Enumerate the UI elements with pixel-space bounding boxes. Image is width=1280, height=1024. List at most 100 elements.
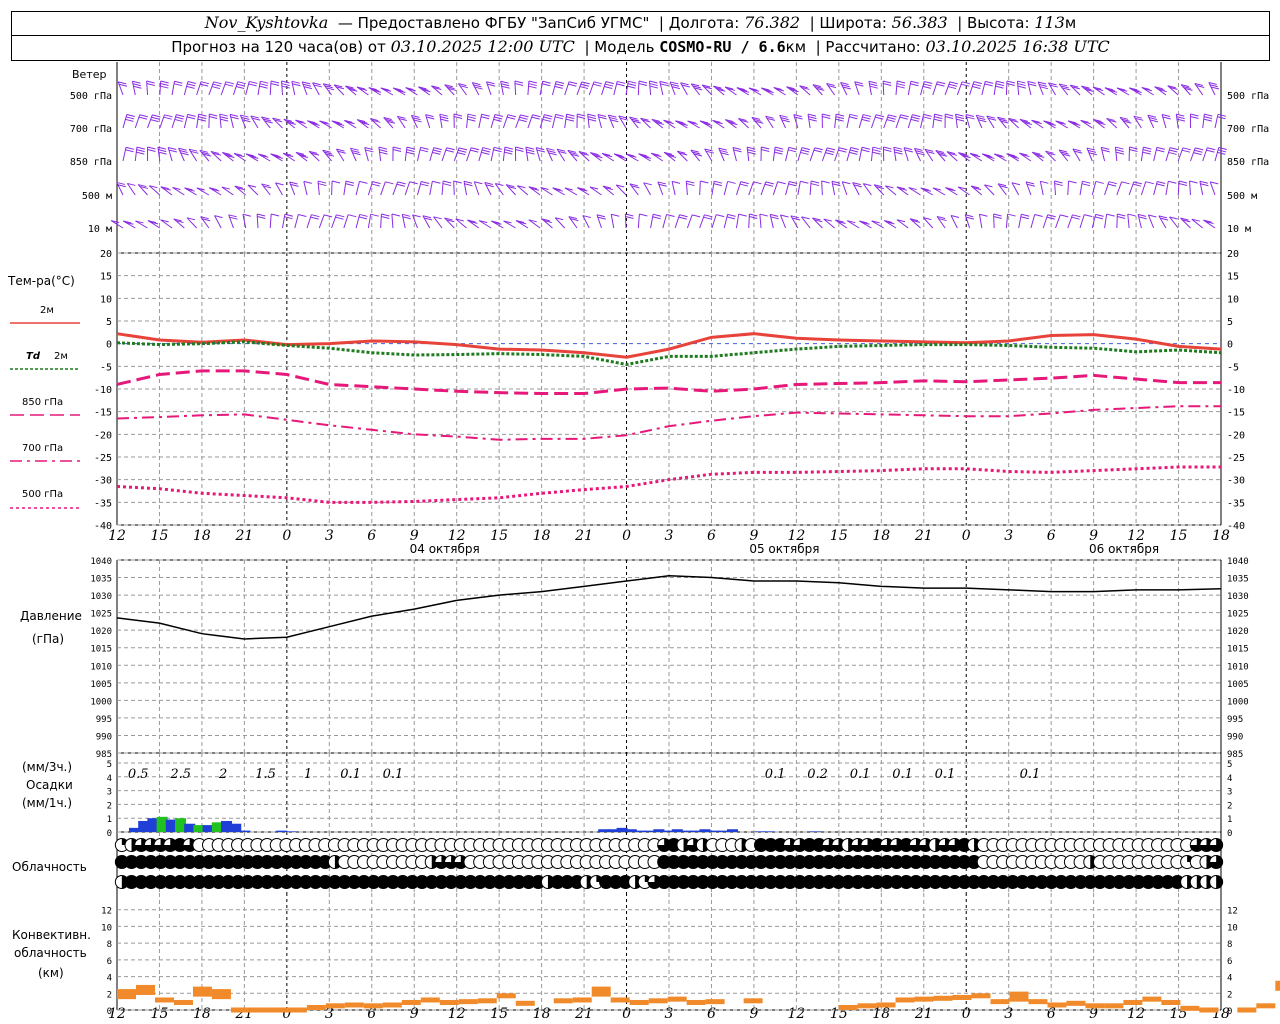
conv-cloud-bar <box>401 999 421 1005</box>
time-tick-label: 15 <box>151 1006 169 1022</box>
wind-barb-flag <box>528 83 537 87</box>
wind-barb-flag <box>738 118 747 122</box>
wind-barb-flag <box>691 83 700 87</box>
wind-barb-flag <box>392 87 402 91</box>
wind-barb <box>1191 218 1204 229</box>
wind-barb-flag <box>236 83 246 87</box>
wind-barb-flag <box>934 113 943 117</box>
wind-barb-flag <box>287 121 296 125</box>
wind-barb <box>610 214 615 229</box>
wind-barb-flag <box>219 113 228 117</box>
wind-barb-flag <box>1047 214 1056 218</box>
wind-barb-flag <box>455 218 464 222</box>
pressure-tick-label-right: 1025 <box>1227 610 1249 620</box>
wind-barb-flag <box>588 118 597 122</box>
wind-barb-flag <box>554 188 563 192</box>
wind-barb-flag <box>515 146 524 150</box>
wind-barb-flag <box>224 83 234 87</box>
wind-barb-flag <box>610 119 619 123</box>
wind-barb-flag <box>139 185 148 189</box>
wind-barb-flag <box>406 149 415 153</box>
wind-barb <box>748 181 754 196</box>
precip-bar <box>175 818 187 832</box>
wind-barb-flag <box>649 85 658 89</box>
wind-barb-flag <box>679 152 688 156</box>
wind-barb-flag <box>1019 152 1028 156</box>
wind-barb-flag <box>173 83 183 87</box>
precip-3h-total: 0.1 <box>850 767 871 782</box>
wind-barb <box>463 181 468 196</box>
wind-barb-flag <box>1141 86 1150 90</box>
wind-barb <box>272 117 283 129</box>
wind-barb <box>367 214 372 229</box>
wind-barb-flag <box>1062 153 1071 157</box>
wind-barb <box>416 147 422 162</box>
pressure-tick-label-right: 1010 <box>1227 662 1249 672</box>
time-tick-label: 3 <box>665 1006 674 1022</box>
precip-bar <box>276 830 288 832</box>
wind-barb <box>1208 82 1216 96</box>
wind-barb <box>364 147 369 162</box>
wind-barb-flag <box>212 152 221 156</box>
wind-barb-flag <box>446 147 455 151</box>
conv-cloud-bar <box>363 1003 383 1009</box>
wind-barb-flag <box>933 118 943 122</box>
precip-bar <box>202 825 214 832</box>
wind-barb-flag <box>1054 183 1063 187</box>
wind-barb-flag <box>971 185 980 189</box>
wind-barb <box>924 149 934 162</box>
wind-barb-flag <box>1115 146 1124 150</box>
wind-barb-flag <box>973 81 982 85</box>
wind-barb-flag <box>972 83 982 87</box>
wind-barb-flag <box>748 87 758 91</box>
wind-barb-flag <box>861 149 870 153</box>
wind-barb-flag <box>703 216 712 220</box>
wind-barb-flag <box>303 180 312 184</box>
cloud-octa-fill <box>948 838 962 852</box>
wind-barb-flag <box>564 187 573 191</box>
wind-barb-flag <box>453 113 463 117</box>
conv-cloud-bar <box>325 1003 345 1009</box>
wind-barb <box>1209 181 1216 196</box>
wind-barb <box>473 181 480 196</box>
wind-barb-flag <box>604 83 614 87</box>
wind-barb-flag <box>903 147 913 151</box>
wind-barb-flag <box>424 217 433 221</box>
wind-barb-flag <box>616 154 625 158</box>
precip-3h-total: 0.1 <box>383 767 404 782</box>
wind-barb-flag <box>794 116 803 120</box>
wind-barb-flag <box>138 116 148 120</box>
conv-cloud-bar <box>1256 1003 1276 1009</box>
wind-barb-flag <box>503 220 512 224</box>
wind-barb <box>503 220 516 229</box>
wind-barb-flag <box>920 187 929 191</box>
wind-barb-flag <box>1025 181 1035 185</box>
wind-barb-flag <box>997 116 1006 120</box>
wind-barb-flag <box>493 221 502 225</box>
wind-barb <box>199 149 210 162</box>
conv-cloud-bar <box>306 1004 326 1010</box>
wind-barb <box>466 114 469 129</box>
time-tick-label: 3 <box>1004 528 1013 544</box>
wind-barb-flag <box>345 183 354 187</box>
wind-barb-flag <box>999 185 1008 189</box>
wind-barb-flag <box>587 116 597 120</box>
wind-barb-flag <box>580 152 589 156</box>
wind-barb-flag <box>356 86 366 90</box>
wind-barb-flag <box>814 147 823 151</box>
wind-barb <box>950 215 958 229</box>
wind-barb-flag <box>1217 113 1227 117</box>
wind-barb <box>490 147 495 162</box>
wind-barb <box>392 87 406 96</box>
wind-barb-flag <box>807 113 817 117</box>
wind-barb-flag <box>506 184 515 188</box>
wind-barb <box>1133 115 1142 129</box>
wind-barb <box>1080 119 1093 129</box>
wind-barb-flag <box>1154 86 1163 90</box>
precip-tick-label-right: 1 <box>1227 815 1232 825</box>
wind-barb-flag <box>984 154 993 158</box>
wind-barb-flag <box>442 183 452 187</box>
wind-barb-flag <box>1116 87 1126 91</box>
precip-bar <box>644 830 656 832</box>
wind-barb-flag <box>542 118 551 122</box>
